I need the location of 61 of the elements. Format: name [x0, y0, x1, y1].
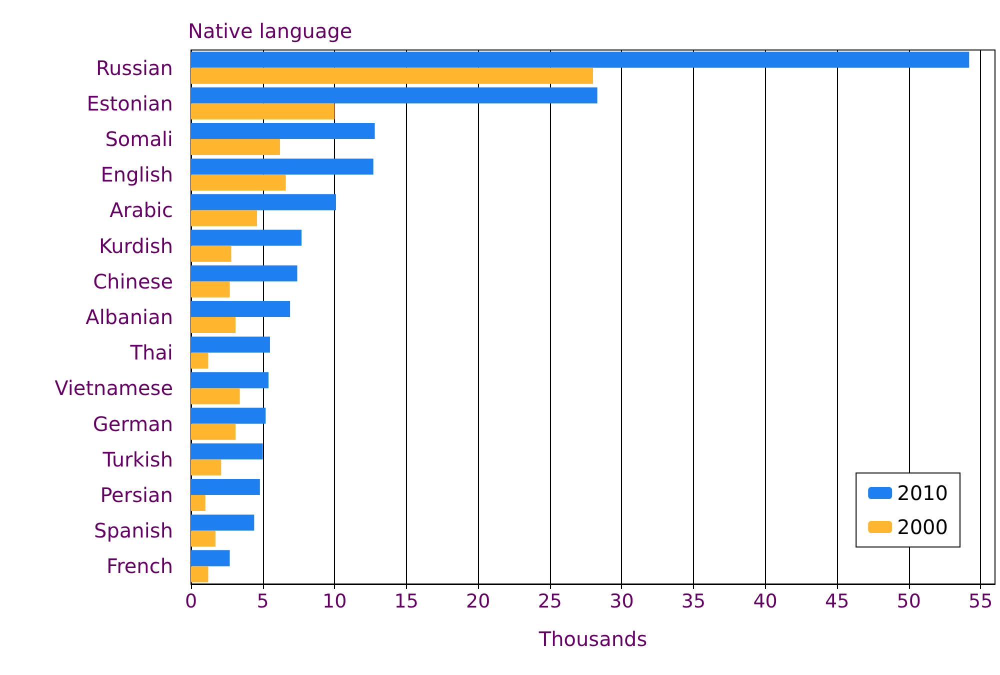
bar — [191, 550, 230, 566]
bar — [191, 68, 593, 84]
bar — [191, 103, 335, 120]
bar — [191, 52, 970, 68]
y-tick-label: Thai — [129, 340, 173, 365]
x-tick-label: 10 — [322, 590, 347, 612]
bar — [191, 210, 258, 226]
x-tick-label: 45 — [824, 590, 850, 612]
legend-label: 2000 — [897, 515, 948, 539]
y-tick-label: Albanian — [86, 305, 173, 329]
bar — [191, 566, 208, 582]
bar — [191, 514, 254, 531]
y-tick-label: Estonian — [86, 91, 173, 116]
bar — [191, 317, 236, 334]
x-tick-label: 0 — [184, 590, 198, 612]
y-tick-label: Somali — [105, 127, 173, 151]
y-tick-label: Russian — [96, 56, 173, 80]
x-tick-label: 30 — [610, 590, 634, 612]
bar — [191, 352, 208, 369]
y-tick-label: German — [92, 412, 173, 436]
x-axis-title: Thousands — [538, 627, 648, 651]
y-tick-label: Chinese — [93, 269, 173, 294]
y-tick-label: Vietnamese — [54, 376, 173, 400]
y-tick-label: French — [106, 554, 173, 578]
x-tick-label: 50 — [896, 590, 921, 612]
bar — [191, 230, 302, 246]
bar — [191, 265, 298, 282]
y-tick-label: Spanish — [94, 518, 173, 543]
bar — [191, 122, 375, 139]
y-tick-label: Turkish — [102, 447, 173, 472]
bar — [191, 459, 222, 476]
y-tick-label: Kurdish — [98, 234, 173, 258]
bar — [191, 408, 266, 424]
bar — [191, 300, 290, 317]
bar — [191, 336, 270, 353]
bar — [191, 443, 263, 460]
bar — [191, 478, 260, 495]
chart-title: Native language — [188, 19, 352, 43]
x-tick-label: 25 — [538, 590, 562, 612]
bar — [191, 194, 336, 210]
x-tick-label: 40 — [753, 590, 778, 612]
bar — [191, 424, 236, 440]
x-tick-label: 5 — [256, 590, 269, 612]
bar — [191, 372, 269, 388]
x-tick-label: 20 — [466, 590, 490, 612]
bar — [191, 174, 286, 191]
bar — [191, 158, 374, 175]
y-tick-label: English — [100, 162, 173, 187]
bar — [191, 246, 232, 262]
bar — [191, 530, 216, 547]
x-tick-label: 55 — [968, 590, 993, 612]
bar — [191, 281, 230, 298]
x-tick-label: 35 — [681, 590, 706, 612]
legend-label: 2010 — [897, 481, 948, 505]
bar — [191, 87, 598, 104]
bar — [191, 495, 206, 512]
bar — [191, 388, 240, 404]
y-tick-label: Persian — [100, 483, 173, 507]
y-tick-label: Arabic — [110, 198, 173, 222]
bar — [191, 139, 280, 156]
x-tick-label: 15 — [394, 590, 418, 612]
